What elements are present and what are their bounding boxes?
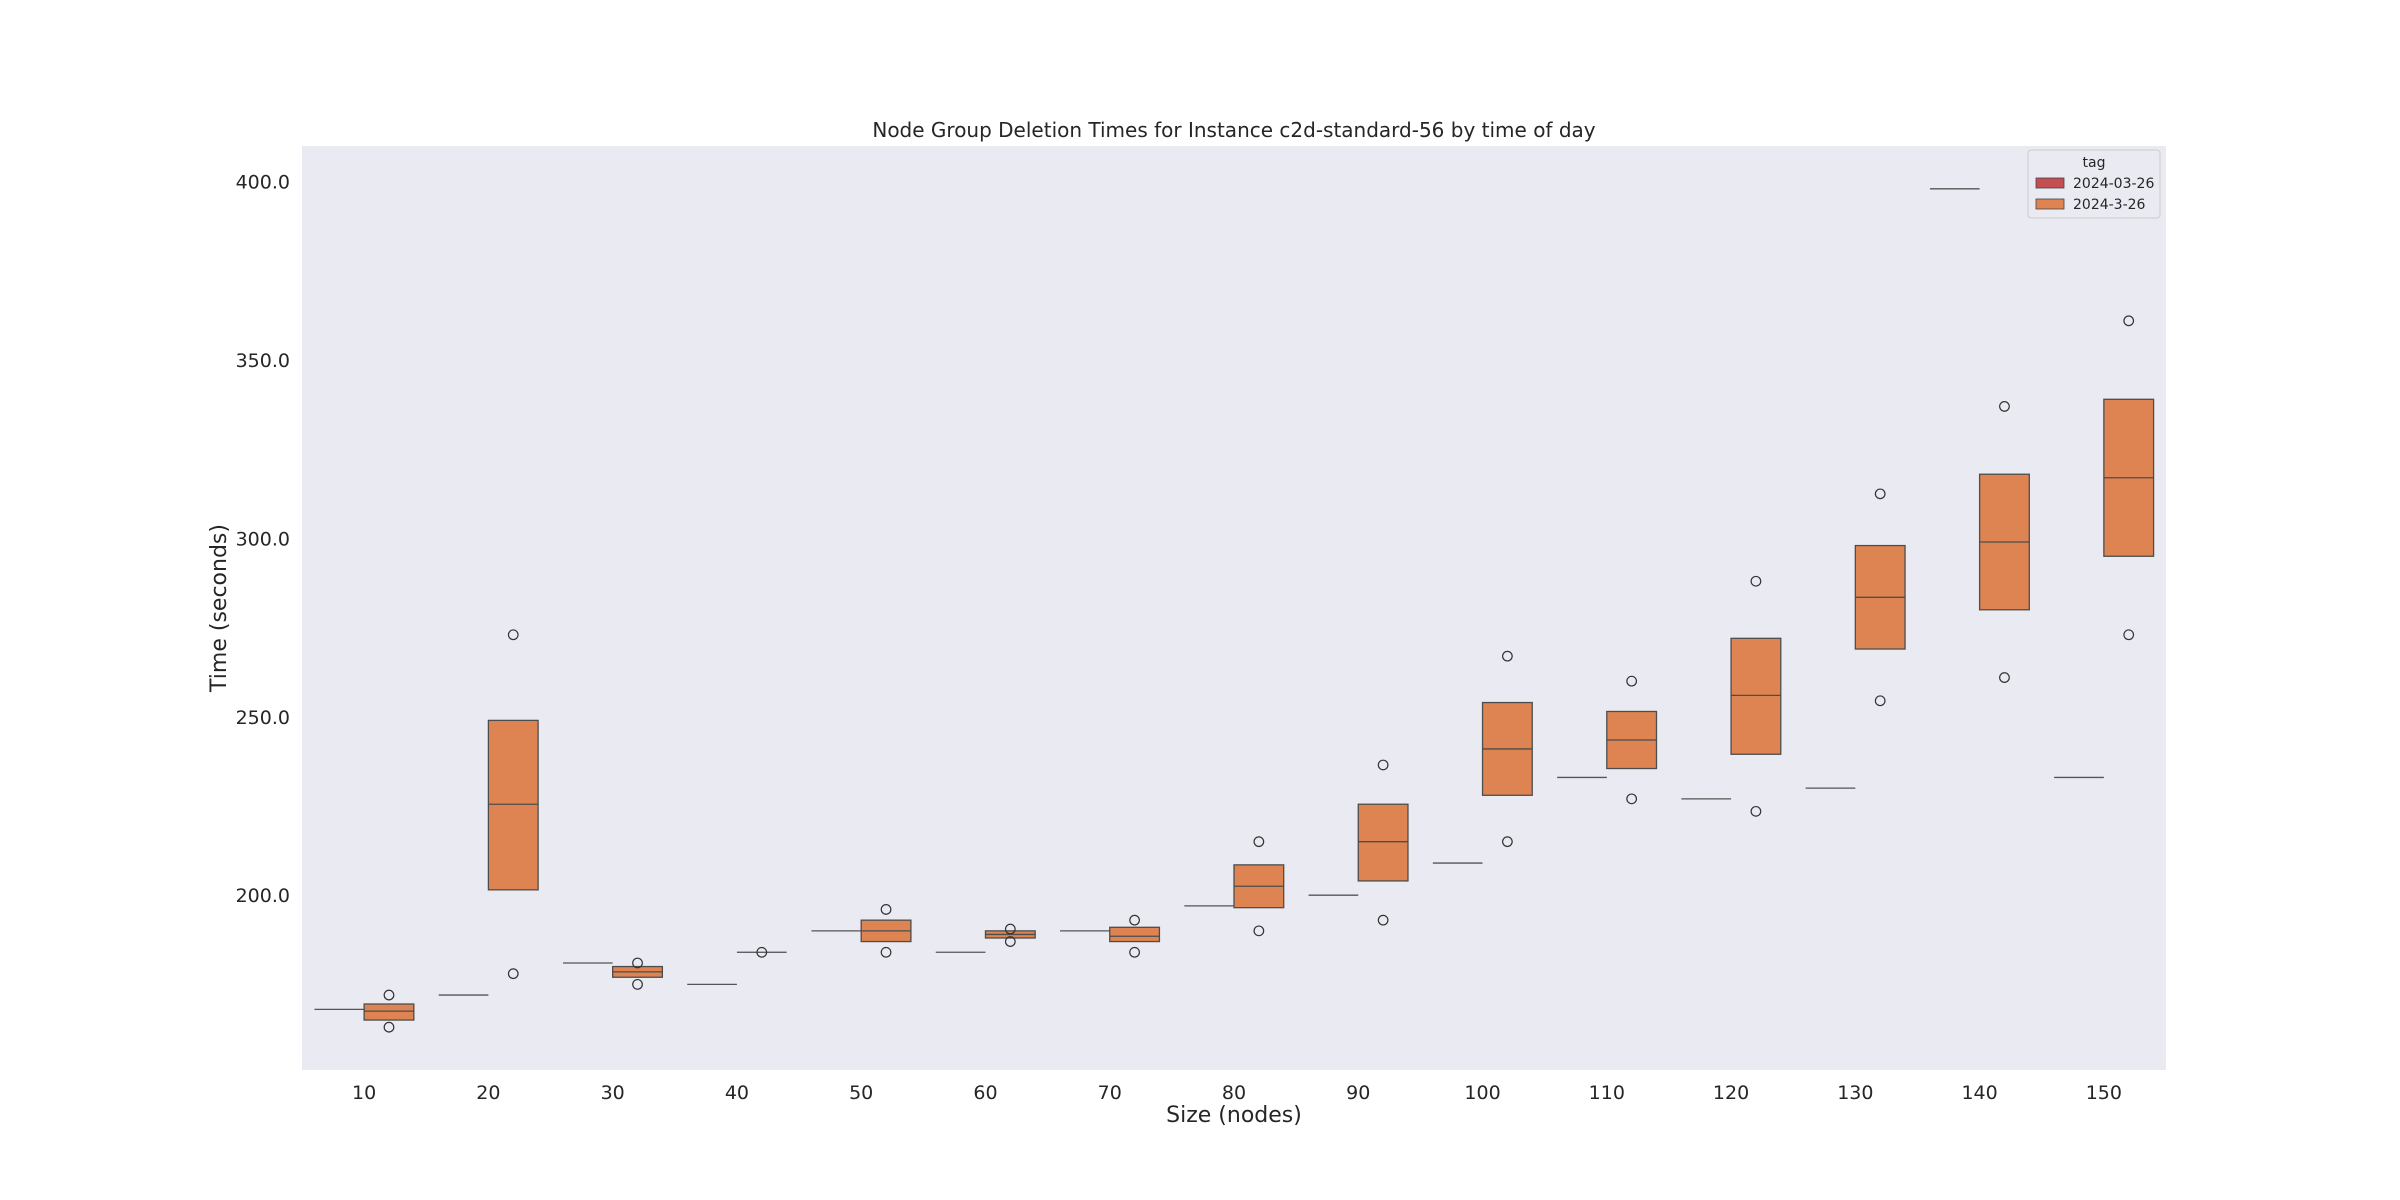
series-2024-3-26-box <box>1357 803 1409 882</box>
series-2024-3-26-outlier-point <box>1253 925 1265 937</box>
series-2024-3-26-outlier-point <box>2123 315 2135 327</box>
series-2024-3-26-outlier-point <box>1004 936 1016 947</box>
x-tick-label: 90 <box>1346 1082 1370 1104</box>
y-tick-label: 300.0 <box>236 528 290 550</box>
x-tick-label: 70 <box>1098 1082 1122 1104</box>
series-2024-3-26-outlier-point <box>1129 914 1140 926</box>
y-tick-label: 350.0 <box>236 350 290 372</box>
chart-title: Node Group Deletion Times for Instance c… <box>872 118 1595 142</box>
series-2024-3-26-box <box>363 1003 415 1021</box>
legend-swatch-2 <box>2035 198 2065 210</box>
y-tick-label: 250.0 <box>236 707 290 729</box>
series-2024-3-26-outlier-point <box>1999 672 2010 683</box>
series-2024-3-26-outlier-point <box>1377 759 1389 771</box>
x-axis-ticks: 10 20 30 40 50 60 70 80 90 100 110 120 130 140 150 <box>352 1082 2122 1104</box>
series-2024-3-26-outlier-point <box>2123 629 2135 641</box>
legend: tag 2024-03-26 2024-3-26 <box>2027 149 2161 219</box>
legend-label-1: 2024-03-26 <box>2073 176 2154 192</box>
series-2024-3-26-box <box>487 719 539 891</box>
series-2024-3-26-outlier-point <box>1004 923 1016 935</box>
series-2024-3-26-outlier-point <box>1129 946 1140 958</box>
series-2024-3-26-outlier-point <box>383 989 395 1001</box>
chart-marks <box>314 188 2155 1033</box>
series-2024-3-26-outlier-point <box>1750 805 1762 817</box>
series-2024-3-26-outlier-point <box>1874 695 1886 707</box>
x-tick-label: 150 <box>2086 1082 2122 1104</box>
series-2024-3-26-outlier-point <box>1626 793 1638 805</box>
x-tick-label: 30 <box>601 1082 625 1104</box>
y-tick-label: 200.0 <box>236 885 290 907</box>
x-tick-label: 50 <box>849 1082 873 1104</box>
y-axis-label: Time (seconds) <box>207 524 232 693</box>
y-tick-label: 400.0 <box>236 172 290 194</box>
x-tick-label: 80 <box>1222 1082 1246 1104</box>
x-tick-label: 110 <box>1589 1082 1625 1104</box>
series-2024-3-26-outlier-point <box>383 1021 395 1033</box>
x-tick-label: 140 <box>1961 1082 1997 1104</box>
series-2024-3-26-box <box>1730 637 1782 755</box>
series-2024-3-26-outlier-point <box>1253 836 1265 848</box>
x-tick-label: 130 <box>1837 1082 1873 1104</box>
series-2024-3-26-outlier-point <box>507 968 519 980</box>
series-2024-3-26-outlier-point <box>632 957 643 969</box>
series-2024-3-26-outlier-point <box>880 904 892 915</box>
series-2024-3-26-outlier-point <box>1501 836 1513 848</box>
series-2024-3-26-outlier-point <box>880 946 892 958</box>
series-2024-3-26-outlier-point <box>507 629 519 641</box>
series-2024-3-26-outlier-point <box>632 978 643 990</box>
x-tick-label: 20 <box>476 1082 500 1104</box>
legend-title: tag <box>2083 155 2106 171</box>
series-2024-3-26-outlier-point <box>1750 575 1762 587</box>
legend-label-2: 2024-3-26 <box>2073 197 2146 213</box>
series-2024-3-26-outlier-point <box>1377 914 1389 926</box>
x-tick-label: 100 <box>1464 1082 1500 1104</box>
series-2024-3-26-outlier-point <box>1501 650 1513 662</box>
x-tick-label: 10 <box>352 1082 376 1104</box>
series-2024-3-26-outlier-point <box>1999 401 2010 412</box>
series-2024-3-26-outlier-point <box>756 946 768 958</box>
x-tick-label: 120 <box>1713 1082 1749 1104</box>
x-axis-label: Size (nodes) <box>1166 1103 1302 1128</box>
y-axis-ticks: 200.0 250.0 300.0 350.0 400.0 <box>236 172 290 908</box>
series-2024-3-26-box <box>1109 926 1161 943</box>
legend-swatch-1 <box>2035 177 2065 189</box>
series-2024-3-26-outlier-point <box>1626 675 1638 687</box>
x-tick-label: 40 <box>725 1082 749 1104</box>
series-2024-3-26-outlier-point <box>1874 488 1886 500</box>
x-tick-label: 60 <box>973 1082 997 1104</box>
